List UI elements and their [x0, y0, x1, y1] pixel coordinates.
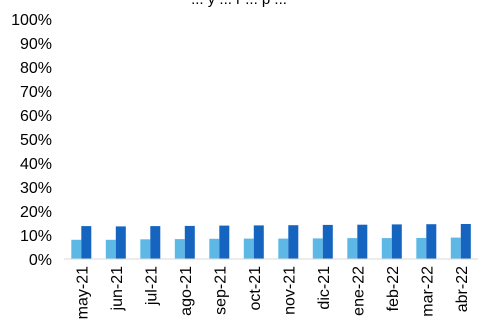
bar-series-1	[450, 237, 461, 259]
chart-title-clip: ... y ... r ... p ...	[0, 0, 478, 12]
bar-series-2	[184, 225, 195, 259]
bar-series-2	[81, 226, 92, 259]
bar-series-2	[253, 225, 264, 259]
chart-title: ... y ... r ... p ...	[0, 0, 478, 8]
x-tick-label: sep-21	[212, 266, 229, 315]
bar-series-2	[357, 224, 368, 259]
bar-series-2	[460, 224, 471, 259]
bar-series-1	[105, 239, 116, 259]
bar-series-2	[288, 225, 299, 259]
bar-series-1	[140, 239, 151, 259]
bar-series-1	[381, 238, 392, 259]
y-tick-label: 70%	[20, 84, 52, 101]
x-tick-label: feb-22	[385, 266, 402, 311]
x-axis-ticks: may-21 jun-21 jul-21 ago-21 sep-21 oct-21 nov-…	[74, 266, 471, 319]
y-tick-label: 40%	[20, 156, 52, 173]
y-tick-label: 50%	[20, 132, 52, 149]
bar-series-1	[312, 238, 323, 259]
bars	[71, 224, 471, 259]
y-tick-label: 20%	[20, 204, 52, 221]
bar-series-2	[115, 226, 126, 259]
y-tick-label: 100%	[11, 12, 52, 29]
x-tick-label: dic-21	[316, 266, 333, 310]
y-tick-label: 90%	[20, 36, 52, 53]
x-tick-label: jun-21	[109, 266, 126, 312]
bar-series-1	[347, 238, 358, 259]
x-tick-label: mar-22	[419, 266, 436, 317]
bar-series-2	[426, 224, 437, 259]
bar-series-1	[71, 239, 82, 259]
bar-series-1	[278, 238, 289, 259]
x-tick-label: jul-21	[143, 266, 160, 306]
y-tick-label: 0%	[29, 252, 52, 269]
bar-series-1	[174, 239, 185, 259]
x-tick-label: ene-22	[350, 266, 367, 316]
bar-series-2	[322, 224, 333, 259]
x-tick-label: ago-21	[178, 266, 195, 316]
y-axis-ticks: 0% 10% 20% 30% 40% 50% 60% 70% 80% 90% 100%	[11, 12, 52, 269]
x-tick-label: nov-21	[281, 266, 298, 315]
bar-series-1	[416, 237, 427, 259]
y-tick-label: 10%	[20, 228, 52, 245]
y-tick-label: 30%	[20, 180, 52, 197]
bar-series-2	[219, 225, 230, 259]
y-tick-label: 80%	[20, 60, 52, 77]
bar-series-2	[150, 226, 161, 259]
bar-series-2	[391, 224, 402, 259]
x-tick-label: may-21	[74, 266, 91, 319]
bar-series-1	[243, 238, 254, 259]
bar-series-1	[209, 238, 220, 259]
x-tick-label: abr-22	[454, 266, 471, 312]
x-tick-label: oct-21	[247, 266, 264, 311]
y-tick-label: 60%	[20, 108, 52, 125]
